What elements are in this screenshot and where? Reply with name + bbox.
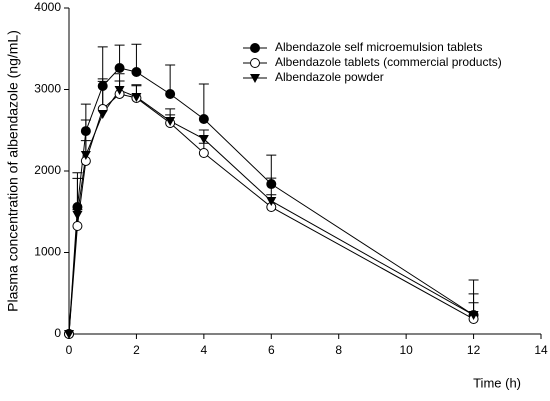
series-line <box>68 89 474 335</box>
marker <box>131 66 142 77</box>
x-tick-label: 0 <box>66 343 73 357</box>
y-tick-label: 1000 <box>34 245 61 259</box>
error-bar <box>80 119 91 156</box>
legend-label: Albendazole powder <box>275 70 384 84</box>
x-axis-label: Time (h) <box>473 375 521 390</box>
marker <box>80 126 91 137</box>
y-tick-label: 0 <box>54 326 61 340</box>
x-tick-label: 14 <box>534 343 548 357</box>
x-tick-label: 8 <box>335 343 342 357</box>
series-line <box>68 93 474 335</box>
y-tick-label: 4000 <box>34 0 61 14</box>
marker <box>72 211 83 221</box>
legend-marker <box>250 58 260 68</box>
x-tick-label: 2 <box>133 343 140 357</box>
marker <box>198 114 209 125</box>
marker <box>114 85 125 95</box>
legend-label: Albendazole self microemulsion tablets <box>275 40 482 54</box>
series-line <box>68 67 474 335</box>
x-tick-label: 10 <box>399 343 413 357</box>
marker <box>114 62 125 73</box>
marker <box>97 109 108 119</box>
y-axis-label: Plasma concentration of albendazole (ng/… <box>5 30 21 312</box>
marker <box>266 179 277 190</box>
x-tick-label: 6 <box>268 343 275 357</box>
x-tick-label: 4 <box>201 343 208 357</box>
marker <box>97 80 108 91</box>
y-tick-label: 3000 <box>34 82 61 96</box>
x-tick-label: 12 <box>467 343 481 357</box>
marker <box>468 311 479 321</box>
marker <box>131 92 142 102</box>
marker <box>72 221 83 232</box>
legend-marker <box>250 43 260 53</box>
y-tick-label: 2000 <box>34 163 61 177</box>
marker <box>165 88 176 99</box>
marker <box>266 196 277 206</box>
marker <box>72 202 83 213</box>
marker <box>198 147 209 158</box>
marker <box>165 117 176 127</box>
legend-label: Albendazole tablets (commercial products… <box>275 55 502 69</box>
marker <box>198 134 209 144</box>
marker <box>80 151 91 161</box>
legend-marker <box>250 74 260 83</box>
error-bar <box>198 83 209 120</box>
marker <box>64 330 74 339</box>
